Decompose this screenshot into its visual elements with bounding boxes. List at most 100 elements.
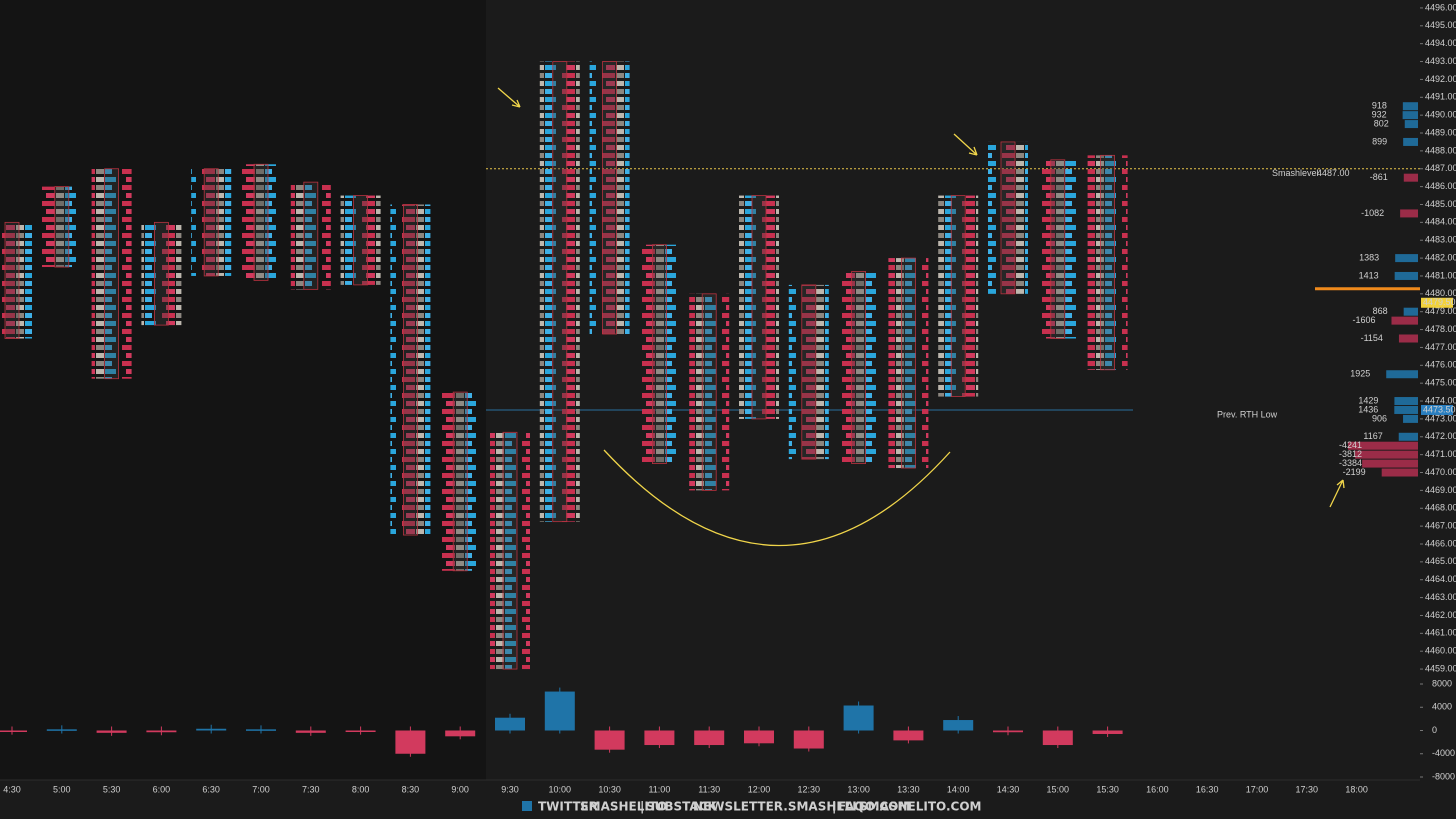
x-tick-label: 8:30 [402, 784, 420, 794]
y-tick-label: 0 [1432, 725, 1437, 735]
footprint-bar [602, 61, 617, 335]
delta-bar [146, 730, 177, 733]
profile-delta [1386, 370, 1418, 379]
footprint-cells [888, 258, 929, 469]
footprint-bar [452, 391, 468, 572]
delta-bar [96, 730, 127, 733]
y-tick-label: 4493.00 [1425, 56, 1456, 66]
footer-text: SUBSTACK [646, 800, 718, 814]
x-tick-label: 5:00 [53, 784, 71, 794]
delta-bar [0, 730, 27, 732]
x-tick-label: 13:00 [847, 784, 870, 794]
y-tick-label: 4479.00 [1425, 306, 1456, 316]
y-tick-label: 4459.00 [1425, 663, 1456, 673]
profile-delta [1398, 334, 1418, 343]
delta-bar [1042, 730, 1073, 746]
y-tick-label: 4000 [1432, 702, 1452, 712]
price-marker-label: 4473.50 [1423, 404, 1456, 414]
x-tick-label: 11:00 [648, 784, 670, 794]
x-tick-label: 15:00 [1047, 784, 1070, 794]
x-tick-label: 14:00 [947, 784, 970, 794]
footprint-bar [203, 168, 219, 277]
price-marker-label: 4479.50 [1423, 297, 1456, 307]
x-tick-label: 18:00 [1345, 784, 1368, 794]
footprint-cells [290, 182, 331, 290]
footprint-cells [639, 244, 680, 464]
profile-delta [1355, 450, 1418, 459]
profile-label: -861 [1370, 172, 1388, 182]
y-tick-label: 4462.00 [1425, 610, 1456, 620]
profile-delta [1394, 397, 1418, 406]
profile-delta [1403, 414, 1418, 423]
delta-bar [843, 705, 874, 731]
y-tick-label: 4488.00 [1425, 145, 1456, 155]
footprint-cells [440, 392, 481, 571]
footprint-bar [303, 181, 319, 290]
profile-delta [1381, 468, 1418, 477]
footprint-bar [652, 244, 667, 464]
y-tick-label: 4484.00 [1425, 217, 1456, 227]
profile-label: 918 [1372, 101, 1387, 111]
footprint-bar [851, 271, 866, 464]
delta-bar [594, 730, 625, 750]
y-tick-label: 4463.00 [1425, 592, 1456, 602]
annotations [497, 87, 1345, 547]
footprint-bar [4, 221, 20, 339]
profile-delta [1403, 307, 1418, 316]
y-tick-label: 4496.00 [1425, 2, 1456, 12]
footprint-bar [751, 195, 767, 420]
y-tick-label: 4471.00 [1425, 449, 1456, 459]
footprint-bar [353, 195, 369, 286]
x-tick-label: 7:00 [252, 784, 270, 794]
y-tick-label: 4470.00 [1425, 467, 1456, 477]
y-tick-label: 4486.00 [1425, 181, 1456, 191]
arrow [1329, 479, 1345, 508]
delta-bar [644, 730, 675, 746]
x-tick-label: 7:30 [302, 784, 320, 794]
x-tick-label: 9:00 [451, 784, 469, 794]
profile-label: 1925 [1350, 369, 1370, 379]
x-tick-label: 11:30 [698, 784, 720, 794]
delta-bar [793, 730, 824, 749]
x-tick-label: 10:30 [598, 784, 621, 794]
profile-label: 1429 [1358, 395, 1378, 405]
arc [603, 449, 951, 547]
y-tick-label: 4490.00 [1425, 110, 1456, 120]
profile-delta [1391, 316, 1418, 325]
y-tick-label: 4483.00 [1425, 235, 1456, 245]
profile-label: 932 [1372, 110, 1387, 120]
x-tick-label: 8:00 [352, 784, 370, 794]
y-tick-label: 4487.00 [1425, 163, 1456, 173]
footer-text: | [640, 800, 644, 814]
y-tick-label: 4475.00 [1425, 378, 1456, 388]
profile-delta [1402, 111, 1418, 120]
delta-bar [1092, 730, 1123, 734]
y-tick-label: 4472.00 [1425, 431, 1456, 441]
delta-bar [495, 717, 525, 731]
level-label: Prev. RTH Low [1217, 409, 1278, 419]
y-tick-label: 4473.00 [1425, 413, 1456, 423]
profile-label: 1436 [1358, 404, 1378, 414]
profile-label: 1383 [1359, 252, 1379, 262]
footprint-cells [539, 61, 580, 522]
y-tick-label: 4489.00 [1425, 127, 1456, 137]
delta-bar [993, 730, 1023, 733]
y-tick-label: 4491.00 [1425, 92, 1456, 102]
arrow [497, 87, 521, 108]
profile-label: -1606 [1352, 315, 1375, 325]
delta-bar [943, 720, 974, 731]
footprint-bar [402, 204, 418, 536]
footprint-cells [191, 168, 232, 276]
profile-label: 899 [1372, 136, 1387, 146]
y-tick-label: 4464.00 [1425, 574, 1456, 584]
profile-delta [1402, 102, 1418, 111]
profile-delta [1400, 209, 1418, 218]
profile-label: -1082 [1361, 208, 1384, 218]
y-tick-label: 4469.00 [1425, 485, 1456, 495]
profile-label: -2199 [1343, 467, 1366, 477]
footprint-cells [1037, 159, 1078, 339]
x-tick-label: 5:30 [103, 784, 121, 794]
x-tick-label: 15:30 [1096, 784, 1119, 794]
delta-bar [544, 691, 575, 731]
